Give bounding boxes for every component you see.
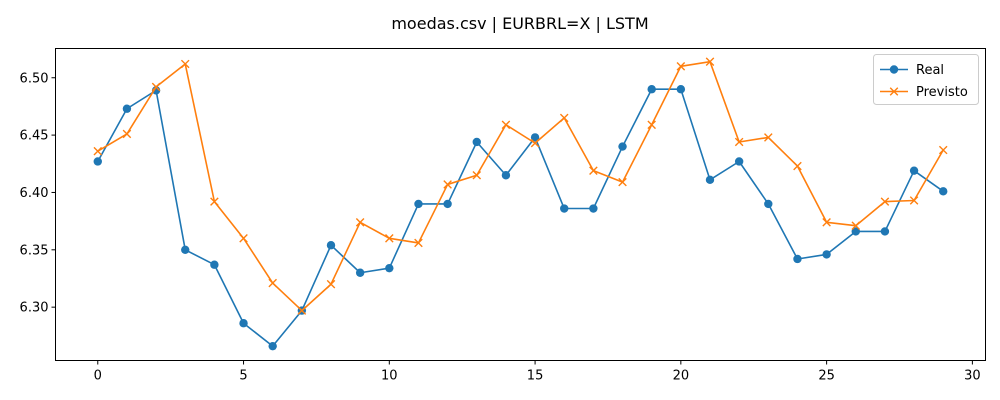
data-point (618, 142, 627, 151)
data-point (93, 146, 103, 156)
data-point (355, 268, 365, 277)
data-point (676, 85, 686, 94)
y-tick-label: 6.35 (20, 243, 49, 258)
data-point (326, 241, 336, 250)
data-point (705, 57, 715, 66)
data-point (297, 306, 307, 315)
plot-frame (55, 48, 986, 361)
data-point (93, 157, 102, 166)
data-point (239, 319, 248, 328)
y-tick-label: 6.50 (20, 71, 49, 86)
data-point (734, 137, 744, 147)
data-point (530, 138, 540, 148)
data-point (589, 204, 598, 213)
legend-item-real: Real (880, 63, 944, 78)
series-layer (93, 57, 948, 351)
series-real (93, 85, 948, 351)
legend-marker (889, 87, 899, 96)
data-point (939, 187, 948, 196)
data-point (676, 61, 686, 71)
data-point (647, 120, 656, 130)
x-tick-label: 25 (818, 369, 835, 384)
data-point (414, 238, 423, 248)
data-point (822, 250, 831, 259)
data-point (909, 166, 919, 175)
x-tick-label: 30 (964, 369, 981, 384)
data-point (472, 170, 482, 180)
data-point (385, 263, 394, 273)
data-point (880, 227, 890, 236)
data-point (822, 217, 831, 227)
data-point (734, 157, 744, 166)
data-point (501, 171, 511, 180)
data-point (880, 197, 890, 206)
data-point (589, 166, 598, 175)
data-point (705, 175, 715, 185)
x-tick-label: 20 (673, 369, 690, 384)
series-previsto (93, 57, 948, 315)
y-tick-label: 6.45 (20, 129, 49, 144)
data-point (181, 245, 190, 255)
data-point (793, 161, 802, 171)
x-tick-label: 5 (239, 369, 247, 384)
data-point (210, 260, 219, 269)
data-point (355, 217, 365, 227)
x-tick-label: 15 (527, 369, 544, 384)
data-point (326, 279, 336, 289)
chart-title: moedas.csv | EURBRL=X | LSTM (391, 14, 648, 33)
data-point (239, 234, 248, 243)
data-point (530, 133, 540, 142)
data-point (851, 227, 860, 236)
data-point (210, 197, 219, 206)
data-point (793, 254, 802, 264)
legend: Real Previsto (873, 54, 979, 105)
data-point (385, 234, 394, 243)
data-point (618, 177, 627, 187)
data-point (909, 196, 919, 205)
data-point (501, 120, 511, 130)
data-point (180, 59, 190, 69)
y-tick-label: 6.30 (20, 301, 49, 316)
data-point (938, 145, 948, 155)
x-tick-label: 10 (381, 369, 398, 384)
x-tick-label: 0 (94, 369, 102, 384)
series-line-previsto (97, 60, 944, 312)
series-line-real (97, 88, 944, 347)
axes-layer: 0 5 10 15 20 25 30 6.30 6.35 6.40 6.45 6.50 (20, 71, 981, 383)
data-point (559, 113, 569, 123)
legend-label: Previsto (916, 85, 968, 100)
data-point (414, 199, 423, 209)
data-point (122, 129, 132, 139)
data-point (560, 204, 569, 213)
data-point (122, 104, 132, 113)
legend-item-previsto: Previsto (880, 85, 968, 100)
data-point (851, 221, 861, 231)
data-point (443, 199, 452, 209)
data-point (472, 137, 481, 147)
data-point (268, 278, 277, 288)
data-point (764, 133, 773, 142)
data-point (151, 82, 161, 92)
legend-label: Real (916, 63, 944, 78)
legend-marker (889, 65, 899, 74)
data-point (764, 199, 773, 209)
data-point (647, 85, 656, 94)
y-tick-label: 6.40 (20, 186, 49, 201)
data-point (268, 341, 277, 351)
data-point (443, 180, 452, 189)
